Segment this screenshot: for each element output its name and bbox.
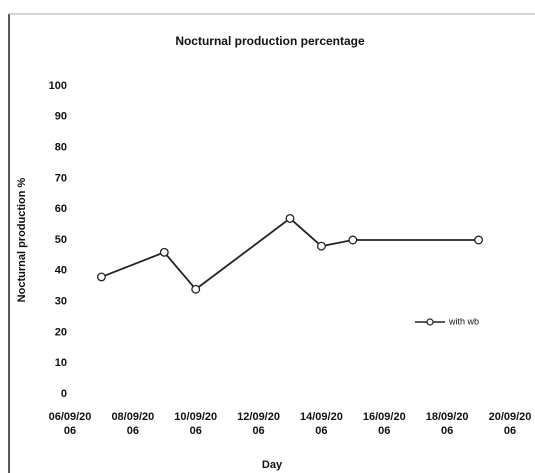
x-tick-label: 20/09/2006 <box>488 411 532 437</box>
y-tick-label: 70 <box>55 172 67 184</box>
x-tick-label: 16/09/2006 <box>362 411 406 437</box>
point <box>474 235 484 245</box>
y-tick-label: 0 <box>61 388 67 400</box>
point <box>159 247 169 257</box>
y-tick-label: 30 <box>55 296 67 308</box>
y-tick-label: 60 <box>55 203 67 215</box>
chart-title: Nocturnal production percentage <box>175 34 365 48</box>
point <box>96 272 106 282</box>
point <box>348 235 358 245</box>
point <box>191 284 201 294</box>
point <box>285 213 295 223</box>
point <box>316 241 326 251</box>
y-tick-label: 80 <box>55 142 67 154</box>
x-axis-label: Day <box>262 459 283 471</box>
x-tick-label: 14/09/2006 <box>300 411 343 437</box>
legend-marker <box>426 318 434 326</box>
y-axis-label: Nocturnal production % <box>16 177 28 302</box>
y-tick-label: 40 <box>55 265 67 277</box>
y-tick-label: 100 <box>49 80 67 92</box>
y-tick-label: 20 <box>55 326 67 338</box>
y-tick-label: 90 <box>55 111 67 123</box>
line <box>101 217 479 291</box>
x-tick-label: 06/09/2006 <box>48 411 92 437</box>
x-tick-label: 10/09/2006 <box>174 411 218 437</box>
x-tick-label: 12/09/2006 <box>237 411 280 437</box>
y-tick-label: 10 <box>55 357 67 369</box>
x-tick-label: 18/09/2006 <box>425 411 469 437</box>
y-tick-label: 50 <box>55 234 67 246</box>
x-tick-label: 08/09/2006 <box>111 411 155 437</box>
legend-label: with wb <box>448 316 479 326</box>
